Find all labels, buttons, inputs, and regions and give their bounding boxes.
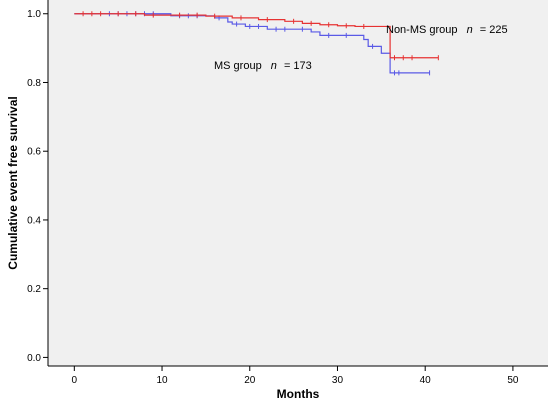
plot-area: [48, 0, 548, 366]
non-ms-group-annotation: Non-MS group n = 225: [386, 24, 508, 36]
y-tick-label: 0.2: [27, 284, 41, 295]
survival-curves: [74, 11, 439, 76]
y-tick-label: 0.0: [27, 353, 41, 364]
x-tick-label: 30: [332, 375, 344, 386]
ms-group-annotation: MS group n = 173: [214, 60, 312, 72]
ms-group-n-symbol: n: [271, 60, 277, 72]
y-tick-label: 0.8: [27, 78, 41, 89]
y-tick-label: 1.0: [27, 9, 41, 20]
y-tick-label: 0.4: [27, 215, 41, 226]
x-axis-title: Months: [277, 387, 320, 401]
non-ms-group-n-value: = 225: [480, 24, 508, 36]
non-ms-group-n-symbol: n: [467, 24, 473, 36]
y-axis-title: Cumulative event free survival: [6, 96, 20, 269]
ms-group-n-value: = 173: [284, 60, 312, 72]
axis-ticks: 0.0 0.2 0.4 0.6 0.8 1.0 0 10 20 30 40 50: [27, 9, 519, 386]
x-tick-label: 40: [420, 375, 432, 386]
x-tick-label: 50: [507, 375, 519, 386]
y-tick-label: 0.6: [27, 147, 41, 158]
non-ms-group-annotation-label: Non-MS group: [386, 24, 458, 36]
x-tick-label: 20: [244, 375, 256, 386]
x-tick-label: 10: [156, 375, 168, 386]
ms-group-annotation-label: MS group: [214, 60, 262, 72]
x-tick-label: 0: [72, 375, 78, 386]
